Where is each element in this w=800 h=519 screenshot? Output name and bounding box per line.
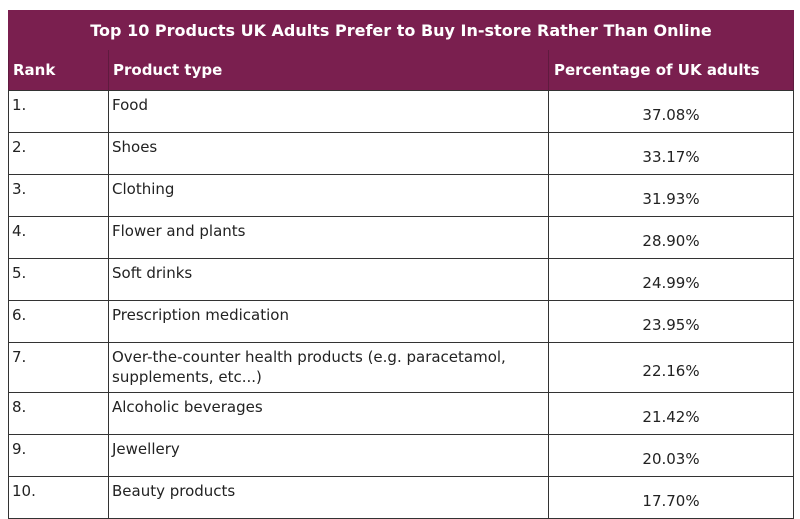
product-cell: Shoes — [108, 132, 549, 175]
rank-cell: 1. — [8, 90, 109, 133]
table-row: 4. Flower and plants 28.90% — [8, 216, 795, 259]
product-cell: Clothing — [108, 174, 549, 217]
percentage-cell: 20.03% — [547, 434, 795, 477]
table-row: 9. Jewellery 20.03% — [8, 434, 795, 477]
rank-cell: 8. — [8, 392, 109, 435]
rank-cell: 6. — [8, 300, 109, 343]
rank-cell: 2. — [8, 132, 109, 175]
product-cell: Jewellery — [108, 434, 549, 477]
products-table: Top 10 Products UK Adults Prefer to Buy … — [7, 10, 795, 519]
table-title: Top 10 Products UK Adults Prefer to Buy … — [7, 10, 795, 50]
percentage-cell: 37.08% — [547, 90, 795, 133]
header-row: Rank Product type Percentage of UK adult… — [8, 49, 795, 91]
percentage-cell: 23.95% — [547, 300, 795, 343]
percentage-cell: 21.42% — [547, 392, 795, 435]
percentage-cell: 22.16% — [547, 342, 795, 393]
product-cell: Soft drinks — [108, 258, 549, 301]
rank-cell: 10. — [8, 476, 109, 519]
title-row: Top 10 Products UK Adults Prefer to Buy … — [7, 10, 795, 50]
column-header-percentage: Percentage of UK adults — [547, 49, 795, 91]
percentage-cell: 28.90% — [547, 216, 795, 259]
product-cell: Prescription medication — [108, 300, 549, 343]
percentage-cell: 17.70% — [547, 476, 795, 519]
product-cell: Beauty products — [108, 476, 549, 519]
column-header-rank: Rank — [8, 49, 109, 91]
percentage-cell: 31.93% — [547, 174, 795, 217]
table-row: 10. Beauty products 17.70% — [8, 476, 795, 519]
table-row: 2. Shoes 33.17% — [8, 132, 795, 175]
rank-cell: 4. — [8, 216, 109, 259]
table-row: 1. Food 37.08% — [8, 90, 795, 133]
percentage-cell: 33.17% — [547, 132, 795, 175]
rank-cell: 3. — [8, 174, 109, 217]
table-row: 6. Prescription medication 23.95% — [8, 300, 795, 343]
table-row: 3. Clothing 31.93% — [8, 174, 795, 217]
percentage-cell: 24.99% — [547, 258, 795, 301]
rank-cell: 9. — [8, 434, 109, 477]
rank-cell: 7. — [8, 342, 109, 393]
product-cell: Food — [108, 90, 549, 133]
product-cell: Flower and plants — [108, 216, 549, 259]
product-cell: Alcoholic beverages — [108, 392, 549, 435]
table-row: 8. Alcoholic beverages 21.42% — [8, 392, 795, 435]
table-row: 5. Soft drinks 24.99% — [8, 258, 795, 301]
column-header-product-type: Product type — [108, 49, 549, 91]
product-cell: Over-the-counter health products (e.g. p… — [108, 342, 549, 393]
table-container: Top 10 Products UK Adults Prefer to Buy … — [7, 10, 795, 519]
rank-cell: 5. — [8, 258, 109, 301]
table-row: 7. Over-the-counter health products (e.g… — [8, 342, 795, 393]
